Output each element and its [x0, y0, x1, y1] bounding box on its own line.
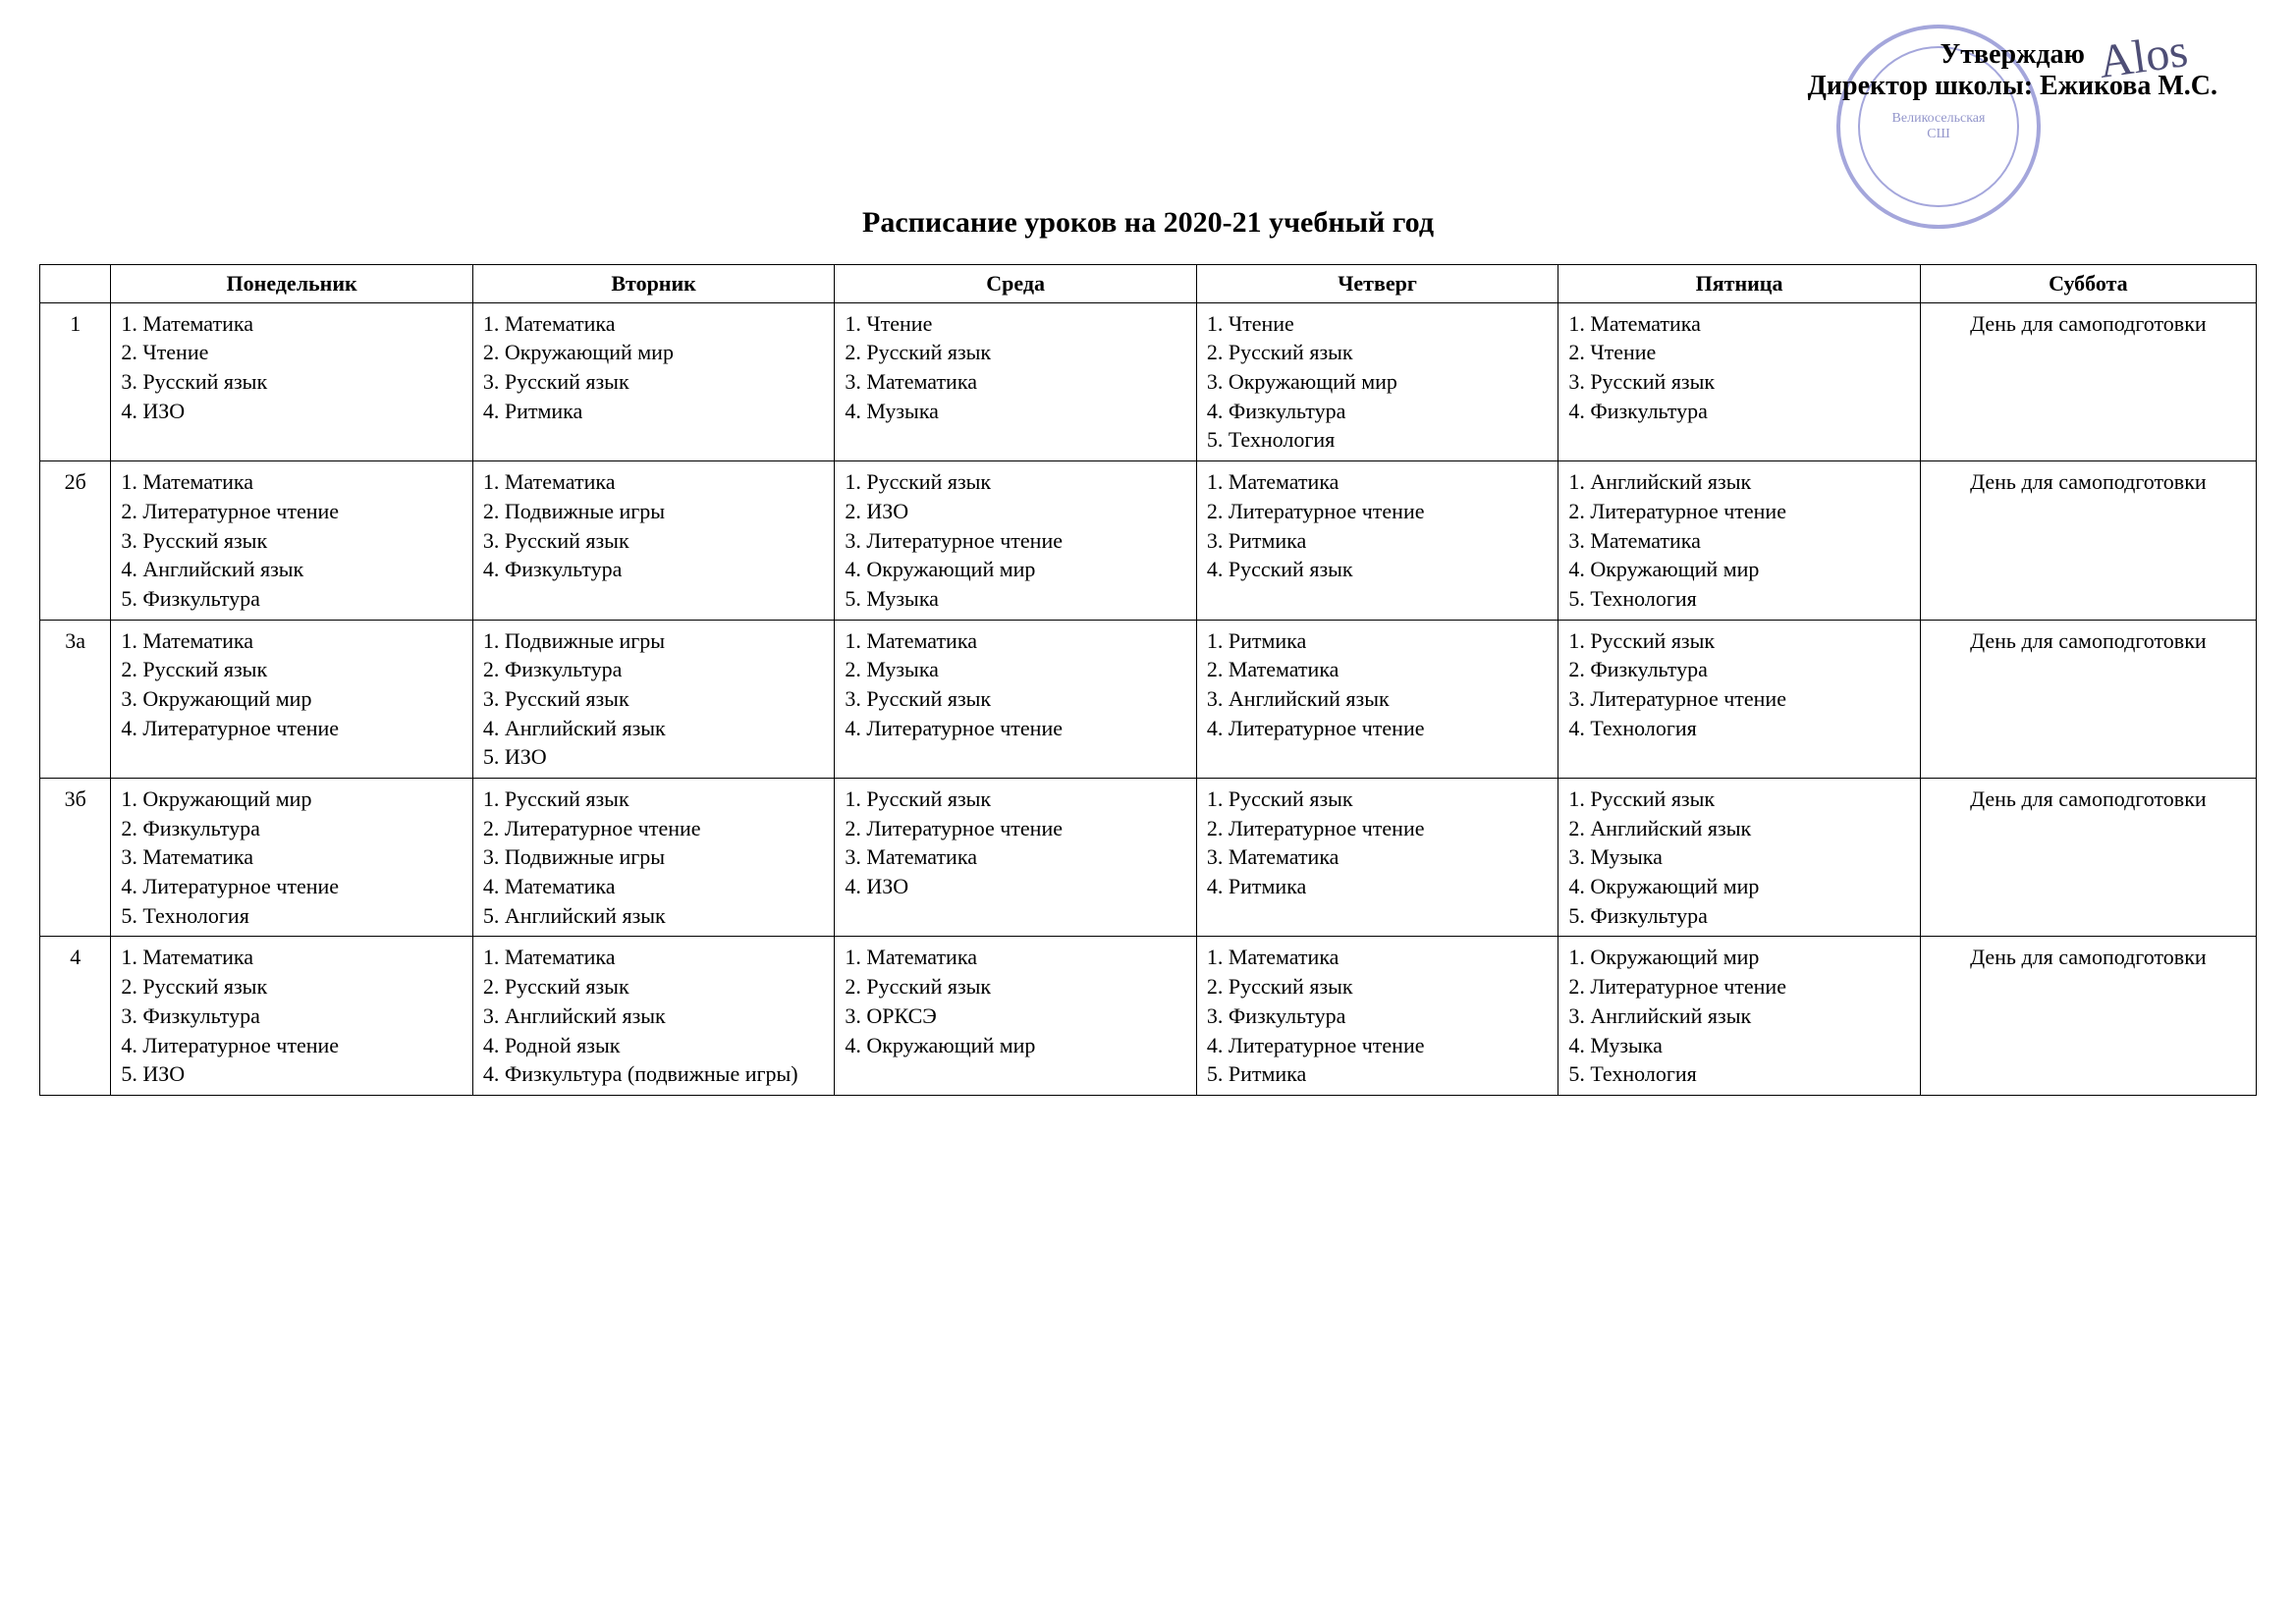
stamp-center-line1: Великосельская	[1892, 111, 1986, 127]
stamp-center-line2: СШ	[1927, 127, 1949, 142]
lessons-text: 1. Английский язык 2. Литературное чтени…	[1568, 467, 1909, 613]
lessons-cell-tue: 1. Подвижные игры 2. Физкультура 3. Русс…	[472, 620, 834, 778]
lessons-cell-wed: 1. Русский язык 2. ИЗО 3. Литературное ч…	[835, 461, 1196, 620]
row-id-cell: 1	[40, 302, 111, 460]
lessons-cell-fri: 1. Русский язык 2. Физкультура 3. Литера…	[1558, 620, 1920, 778]
saturday-cell: День для самоподготовки	[1920, 937, 2256, 1095]
lessons-text: 1. Математика 2. Русский язык 3. Физкуль…	[1207, 943, 1548, 1088]
header-sat: Суббота	[1920, 265, 2256, 303]
lessons-text: 1. Математика 2. Русский язык 3. Английс…	[483, 943, 824, 1088]
lessons-text: 1. Математика 2. Русский язык 3. Окружаю…	[121, 626, 462, 743]
table-row: 3а1. Математика 2. Русский язык 3. Окруж…	[40, 620, 2257, 778]
lessons-cell-tue: 1. Математика 2. Окружающий мир 3. Русск…	[472, 302, 834, 460]
lessons-text: 1. Математика 2. Русский язык 3. Физкуль…	[121, 943, 462, 1088]
row-id-cell: 2б	[40, 461, 111, 620]
saturday-cell: День для самоподготовки	[1920, 461, 2256, 620]
row-id-cell: 3а	[40, 620, 111, 778]
row-id-cell: 3б	[40, 779, 111, 937]
approval-line2: Директор школы: Ежикова М.С.	[1808, 71, 2217, 102]
approval-block: Утверждаю Директор школы: Ежикова М.С.	[1808, 39, 2217, 102]
lessons-text: 1. Математика 2. Русский язык 3. ОРКСЭ 4…	[845, 943, 1185, 1059]
header-fri: Пятница	[1558, 265, 1920, 303]
lessons-text: 1. Чтение 2. Русский язык 3. Окружающий …	[1207, 309, 1548, 455]
table-header-row: Понедельник Вторник Среда Четверг Пятниц…	[40, 265, 2257, 303]
lessons-text: 1. Русский язык 2. Физкультура 3. Литера…	[1568, 626, 1909, 743]
table-row: 11. Математика 2. Чтение 3. Русский язык…	[40, 302, 2257, 460]
lessons-text: 1. Математика 2. Литературное чтение 3. …	[1207, 467, 1548, 584]
saturday-cell: День для самоподготовки	[1920, 779, 2256, 937]
lessons-cell-fri: 1. Английский язык 2. Литературное чтени…	[1558, 461, 1920, 620]
lessons-text: 1. Математика 2. Музыка 3. Русский язык …	[845, 626, 1185, 743]
lessons-cell-wed: 1. Русский язык 2. Литературное чтение 3…	[835, 779, 1196, 937]
header-blank	[40, 265, 111, 303]
schedule-table: Понедельник Вторник Среда Четверг Пятниц…	[39, 264, 2257, 1096]
lessons-text: 1. Подвижные игры 2. Физкультура 3. Русс…	[483, 626, 824, 772]
saturday-cell: День для самоподготовки	[1920, 620, 2256, 778]
lessons-text: 1. Чтение 2. Русский язык 3. Математика …	[845, 309, 1185, 426]
header-wed: Среда	[835, 265, 1196, 303]
page-title: Расписание уроков на 2020-21 учебный год	[39, 206, 2257, 240]
schedule-tbody: 11. Математика 2. Чтение 3. Русский язык…	[40, 302, 2257, 1095]
approval-line1: Утверждаю	[1808, 39, 2217, 71]
lessons-text: 1. Окружающий мир 2. Физкультура 3. Мате…	[121, 785, 462, 930]
lessons-text: 1. Русский язык 2. ИЗО 3. Литературное ч…	[845, 467, 1185, 613]
lessons-text: 1. Русский язык 2. Литературное чтение 3…	[845, 785, 1185, 901]
lessons-cell-wed: 1. Чтение 2. Русский язык 3. Математика …	[835, 302, 1196, 460]
row-id-cell: 4	[40, 937, 111, 1095]
lessons-cell-fri: 1. Окружающий мир 2. Литературное чтение…	[1558, 937, 1920, 1095]
lessons-text: 1. Математика 2. Чтение 3. Русский язык …	[121, 309, 462, 426]
lessons-cell-thu: 1. Ритмика 2. Математика 3. Английский я…	[1196, 620, 1558, 778]
table-row: 41. Математика 2. Русский язык 3. Физкул…	[40, 937, 2257, 1095]
lessons-cell-mon: 1. Математика 2. Русский язык 3. Физкуль…	[111, 937, 472, 1095]
lessons-text: 1. Русский язык 2. Литературное чтение 3…	[483, 785, 824, 930]
lessons-cell-tue: 1. Русский язык 2. Литературное чтение 3…	[472, 779, 834, 937]
lessons-cell-thu: 1. Русский язык 2. Литературное чтение 3…	[1196, 779, 1558, 937]
lessons-text: 1. Математика 2. Подвижные игры 3. Русск…	[483, 467, 824, 584]
lessons-text: 1. Математика 2. Литературное чтение 3. …	[121, 467, 462, 613]
header-mon: Понедельник	[111, 265, 472, 303]
lessons-cell-wed: 1. Математика 2. Русский язык 3. ОРКСЭ 4…	[835, 937, 1196, 1095]
lessons-text: 1. Ритмика 2. Математика 3. Английский я…	[1207, 626, 1548, 743]
lessons-text: 1. Математика 2. Окружающий мир 3. Русск…	[483, 309, 824, 426]
lessons-cell-mon: 1. Окружающий мир 2. Физкультура 3. Мате…	[111, 779, 472, 937]
lessons-cell-fri: 1. Русский язык 2. Английский язык 3. Му…	[1558, 779, 1920, 937]
lessons-cell-thu: 1. Математика 2. Русский язык 3. Физкуль…	[1196, 937, 1558, 1095]
header-area: Alos Великосельская СШ Утверждаю Директо…	[39, 29, 2257, 196]
saturday-cell: День для самоподготовки	[1920, 302, 2256, 460]
lessons-cell-fri: 1. Математика 2. Чтение 3. Русский язык …	[1558, 302, 1920, 460]
lessons-cell-tue: 1. Математика 2. Русский язык 3. Английс…	[472, 937, 834, 1095]
lessons-cell-tue: 1. Математика 2. Подвижные игры 3. Русск…	[472, 461, 834, 620]
lessons-text: 1. Русский язык 2. Английский язык 3. Му…	[1568, 785, 1909, 930]
table-row: 3б1. Окружающий мир 2. Физкультура 3. Ма…	[40, 779, 2257, 937]
lessons-cell-mon: 1. Математика 2. Русский язык 3. Окружаю…	[111, 620, 472, 778]
header-tue: Вторник	[472, 265, 834, 303]
lessons-cell-thu: 1. Математика 2. Литературное чтение 3. …	[1196, 461, 1558, 620]
lessons-cell-mon: 1. Математика 2. Литературное чтение 3. …	[111, 461, 472, 620]
lessons-cell-wed: 1. Математика 2. Музыка 3. Русский язык …	[835, 620, 1196, 778]
table-row: 2б1. Математика 2. Литературное чтение 3…	[40, 461, 2257, 620]
lessons-text: 1. Математика 2. Чтение 3. Русский язык …	[1568, 309, 1909, 426]
lessons-cell-mon: 1. Математика 2. Чтение 3. Русский язык …	[111, 302, 472, 460]
lessons-cell-thu: 1. Чтение 2. Русский язык 3. Окружающий …	[1196, 302, 1558, 460]
header-thu: Четверг	[1196, 265, 1558, 303]
lessons-text: 1. Окружающий мир 2. Литературное чтение…	[1568, 943, 1909, 1088]
lessons-text: 1. Русский язык 2. Литературное чтение 3…	[1207, 785, 1548, 901]
